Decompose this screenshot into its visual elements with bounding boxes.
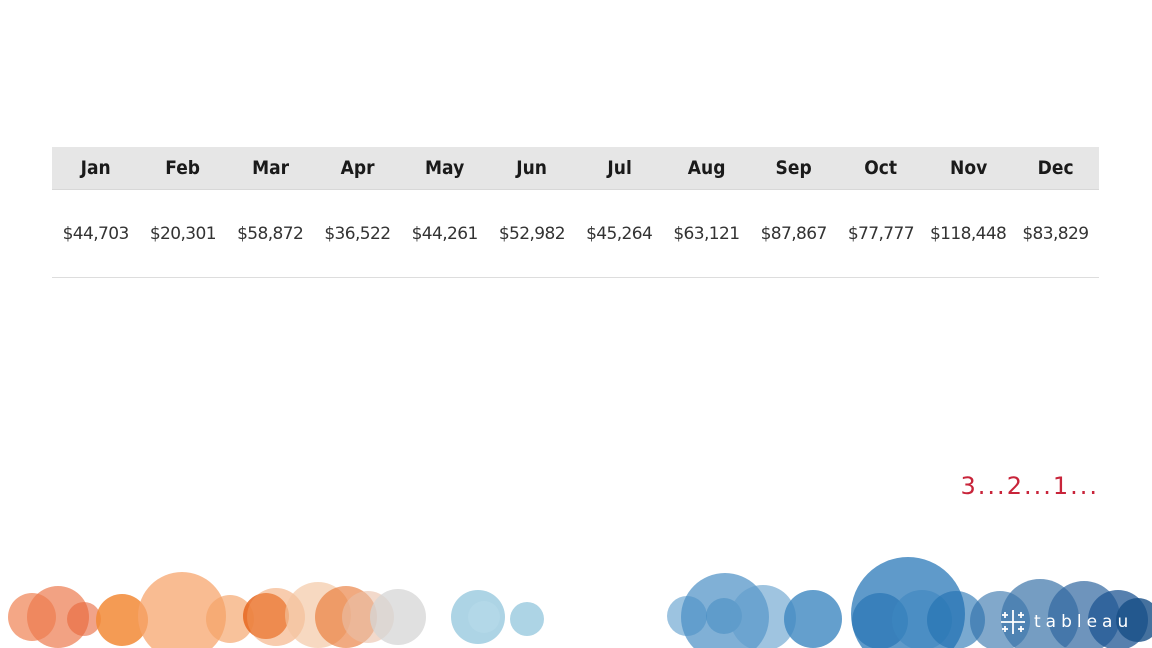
month-header-aug: Aug: [687, 157, 726, 179]
monthly-sales-table: Jan Feb Mar Apr May Jun Jul Aug Sep Oct Nov Dec $44…: [52, 147, 1099, 278]
sales-value-feb: $20,301: [149, 223, 217, 244]
bubble: [1116, 598, 1152, 642]
sales-value-jul: $45,264: [586, 223, 653, 244]
light-blue-bubble-cluster: [451, 590, 544, 644]
bubble: [96, 594, 148, 646]
sales-value-jan: $44,703: [62, 223, 130, 244]
month-header-nov: Nov: [949, 157, 987, 179]
month-header-feb: Feb: [165, 157, 201, 179]
orange-bubble-cluster: [8, 572, 426, 648]
sales-value-sep: $87,867: [760, 223, 828, 244]
bubble: [730, 585, 796, 648]
tableau-cross-logo-icon: [1001, 610, 1025, 634]
sales-value-may: $44,261: [411, 223, 479, 244]
countdown-text: 3...2...1...: [960, 472, 1099, 500]
month-header-oct: Oct: [864, 157, 898, 179]
month-header-mar: Mar: [251, 157, 289, 179]
tableau-logo: tableau: [998, 607, 1133, 637]
sales-value-dec: $83,829: [1022, 223, 1089, 244]
bubble: [784, 590, 842, 648]
tableau-wordmark: tableau: [1034, 612, 1134, 632]
month-header-row: Jan Feb Mar Apr May Jun Jul Aug Sep Oct Nov Dec: [52, 147, 1099, 190]
sales-value-nov: $118,448: [929, 223, 1007, 244]
sales-value-apr: $36,522: [324, 223, 391, 244]
bubble: [27, 586, 89, 648]
blue-bubble-cluster: [667, 557, 1152, 648]
sales-value-aug: $63,121: [673, 223, 740, 244]
month-header-jan: Jan: [80, 157, 111, 179]
month-header-jul: Jul: [606, 157, 632, 179]
bubble: [138, 572, 226, 648]
month-header-may: May: [425, 157, 465, 179]
month-header-jun: Jun: [516, 157, 548, 179]
sales-value-oct: $77,777: [847, 223, 915, 244]
month-header-dec: Dec: [1037, 157, 1074, 179]
month-header-sep: Sep: [775, 157, 812, 179]
month-header-apr: Apr: [340, 157, 375, 179]
sales-value-mar: $58,872: [237, 223, 304, 244]
bubble: [468, 601, 500, 633]
bubble: [370, 589, 426, 645]
sales-value-jun: $52,982: [498, 223, 566, 244]
bubble: [206, 595, 254, 643]
sales-value-row: $44,703 $20,301 $58,872 $36,522 $44,261 $52,9…: [52, 190, 1099, 278]
bubble: [852, 593, 908, 648]
bubble: [510, 602, 544, 636]
bubble: [67, 602, 101, 636]
bubble: [927, 591, 985, 648]
